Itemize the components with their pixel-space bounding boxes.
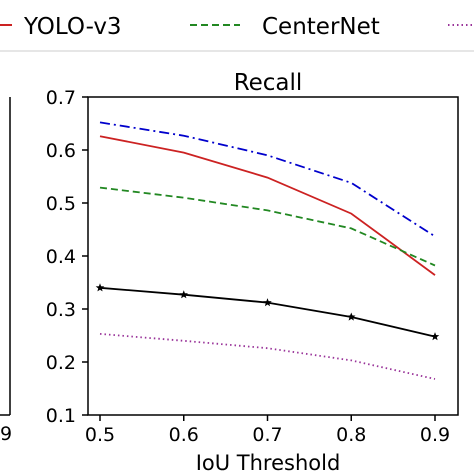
legend-label-centernet: CenterNet (262, 14, 380, 40)
x-tick-label: 0.6 (169, 424, 199, 446)
left-panel-tick-label: 9 (0, 423, 12, 445)
y-axis: 0.1 0.2 0.3 0.4 0.5 0.6 0.7 (46, 87, 88, 427)
series-line-2 (99, 186, 436, 267)
y-tick-label: 0.5 (46, 193, 76, 215)
y-tick-label: 0.2 (46, 352, 76, 374)
y-tick-label: 0.4 (46, 246, 76, 268)
series-point-3 (179, 290, 188, 299)
series-line-3 (99, 286, 436, 338)
y-tick-label: 0.7 (46, 87, 76, 109)
series-point-3 (430, 332, 440, 341)
series-line-4 (99, 333, 436, 380)
y-tick-label: 0.3 (46, 299, 76, 321)
left-panel-fragment: 9 (0, 97, 12, 445)
series-line-0 (99, 121, 436, 238)
x-axis-label: IoU Threshold (196, 451, 341, 474)
x-axis: 0.5 0.6 0.7 0.8 0.9 (85, 415, 450, 446)
x-tick-label: 0.5 (85, 424, 115, 446)
chart-title: Recall (234, 70, 303, 96)
series-point-3 (263, 298, 272, 307)
series-point-3 (95, 283, 105, 292)
y-tick-label: 0.6 (46, 140, 76, 162)
series-layer (95, 121, 440, 380)
x-tick-label: 0.7 (252, 424, 282, 446)
series-line-1 (99, 135, 436, 276)
legend: YOLO-v3 CenterNet (0, 0, 474, 52)
y-tick-label: 0.1 (46, 405, 76, 427)
x-tick-label: 0.9 (420, 424, 450, 446)
legend-label-yolo: YOLO-v3 (23, 14, 122, 40)
series-point-3 (347, 312, 356, 321)
x-tick-label: 0.8 (336, 424, 366, 446)
